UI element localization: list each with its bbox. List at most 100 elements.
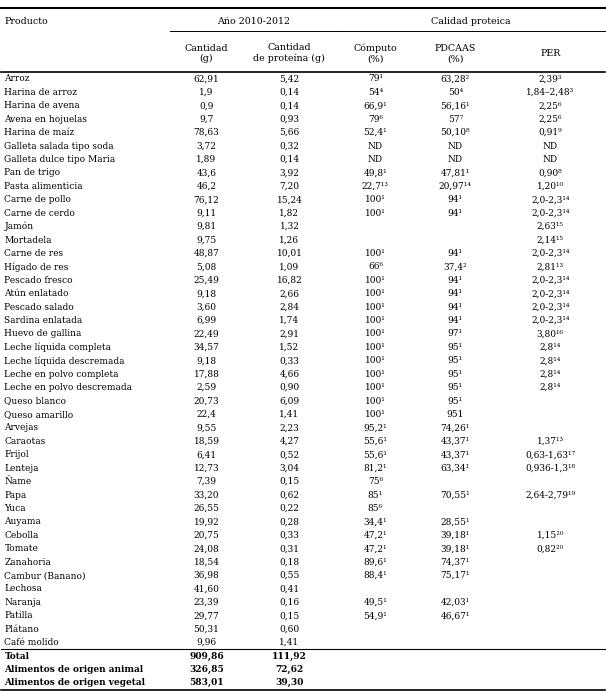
Text: 909,86: 909,86 [189,652,224,661]
Text: 78,63: 78,63 [193,128,219,138]
Text: 9,75: 9,75 [196,236,216,245]
Text: 0,15: 0,15 [279,612,299,621]
Text: 6,99: 6,99 [196,316,216,325]
Text: 94¹: 94¹ [448,196,463,205]
Text: 1,89: 1,89 [196,155,216,164]
Text: 4,66: 4,66 [279,370,299,379]
Text: 1,37¹³: 1,37¹³ [537,437,564,446]
Text: 1,84–2,48³: 1,84–2,48³ [526,88,574,97]
Text: 63,34¹: 63,34¹ [441,464,470,473]
Text: 583,01: 583,01 [189,679,224,688]
Text: 34,57: 34,57 [193,343,219,352]
Text: 46,2: 46,2 [196,182,216,191]
Text: 100¹: 100¹ [365,330,386,339]
Text: 0,9: 0,9 [199,102,214,111]
Text: 0,90: 0,90 [279,383,299,392]
Text: 52,4¹: 52,4¹ [364,128,387,138]
Text: Café molido: Café molido [4,638,59,647]
Text: 23,39: 23,39 [194,598,219,607]
Text: 2,66: 2,66 [279,290,299,299]
Text: ND: ND [368,155,383,164]
Text: Arvejas: Arvejas [4,424,39,433]
Text: 97¹: 97¹ [448,330,463,339]
Text: 18,54: 18,54 [193,558,219,567]
Text: Queso blanco: Queso blanco [4,397,67,406]
Text: 9,18: 9,18 [196,357,216,366]
Text: 100¹: 100¹ [365,316,386,325]
Text: 15,24: 15,24 [276,196,302,205]
Text: 2,0-2,3¹⁴: 2,0-2,3¹⁴ [531,290,570,299]
Text: 9,18: 9,18 [196,290,216,299]
Text: 3,80¹⁶: 3,80¹⁶ [537,330,564,339]
Text: Patilla: Patilla [4,612,33,621]
Text: ND: ND [368,142,383,151]
Text: Sardina enlatada: Sardina enlatada [4,316,82,325]
Text: Papa: Papa [4,491,27,500]
Text: Leche líquida completa: Leche líquida completa [4,343,112,352]
Text: 10,01: 10,01 [276,249,302,258]
Text: Frijol: Frijol [4,451,29,460]
Text: 43,37¹: 43,37¹ [441,437,470,446]
Text: 94¹: 94¹ [448,276,463,285]
Text: 3,72: 3,72 [196,142,216,151]
Text: 1,74: 1,74 [279,316,299,325]
Text: 94¹: 94¹ [448,303,463,312]
Text: 20,75: 20,75 [193,531,219,540]
Text: ND: ND [448,142,463,151]
Text: 5,66: 5,66 [279,128,299,138]
Text: 75,17¹: 75,17¹ [441,571,470,580]
Text: 41,60: 41,60 [193,585,219,594]
Text: Atún enlatado: Atún enlatado [4,290,69,299]
Text: Pescado salado: Pescado salado [4,303,74,312]
Text: 85¹: 85¹ [368,491,383,500]
Text: 43,6: 43,6 [196,169,216,178]
Text: 9,81: 9,81 [196,222,216,231]
Text: 2,25⁶: 2,25⁶ [539,115,562,124]
Text: 1,26: 1,26 [279,236,299,245]
Text: 0,52: 0,52 [279,451,299,460]
Text: 100¹: 100¹ [365,370,386,379]
Text: 85⁶: 85⁶ [368,504,383,513]
Text: 66⁶: 66⁶ [368,263,383,272]
Text: 95¹: 95¹ [448,397,463,406]
Text: Carne de res: Carne de res [4,249,64,258]
Text: 50,31: 50,31 [193,625,219,634]
Text: Cambur (Banano): Cambur (Banano) [4,571,86,580]
Text: 2,39³: 2,39³ [539,75,562,84]
Text: 88,4¹: 88,4¹ [364,571,387,580]
Text: 1,9: 1,9 [199,88,214,97]
Text: 5,08: 5,08 [196,263,216,272]
Text: 20,97¹⁴: 20,97¹⁴ [439,182,471,191]
Text: 1,09: 1,09 [279,263,299,272]
Text: Huevo de gallina: Huevo de gallina [4,330,82,339]
Text: 81,2¹: 81,2¹ [364,464,387,473]
Text: 95¹: 95¹ [448,383,463,392]
Text: 26,55: 26,55 [193,504,219,513]
Text: 0,22: 0,22 [279,504,299,513]
Text: 1,15²⁰: 1,15²⁰ [536,531,564,540]
Text: 951: 951 [447,410,464,419]
Text: Ñame: Ñame [4,477,32,486]
Text: Harina de arroz: Harina de arroz [4,88,78,97]
Text: 3,60: 3,60 [196,303,216,312]
Text: 0,18: 0,18 [279,558,299,567]
Text: 17,88: 17,88 [193,370,219,379]
Text: 1,82: 1,82 [279,209,299,218]
Text: 4,27: 4,27 [279,437,299,446]
Text: 57⁷: 57⁷ [448,115,463,124]
Text: 34,4¹: 34,4¹ [364,518,387,527]
Text: Carne de cerdo: Carne de cerdo [4,209,75,218]
Text: 0,14: 0,14 [279,155,299,164]
Text: 2,81¹³: 2,81¹³ [537,263,564,272]
Text: 2,0-2,3¹⁴: 2,0-2,3¹⁴ [531,209,570,218]
Text: 28,55¹: 28,55¹ [441,518,470,527]
Text: 74,37¹: 74,37¹ [441,558,470,567]
Text: Hígado de res: Hígado de res [4,262,68,272]
Text: 6,09: 6,09 [279,397,299,406]
Text: 100¹: 100¹ [365,397,386,406]
Text: 0,90⁸: 0,90⁸ [539,169,562,178]
Text: 1,32: 1,32 [279,222,299,231]
Text: Galleta dulce tipo Maria: Galleta dulce tipo Maria [4,155,116,164]
Text: 62,91: 62,91 [193,75,219,84]
Text: 22,4: 22,4 [196,410,216,419]
